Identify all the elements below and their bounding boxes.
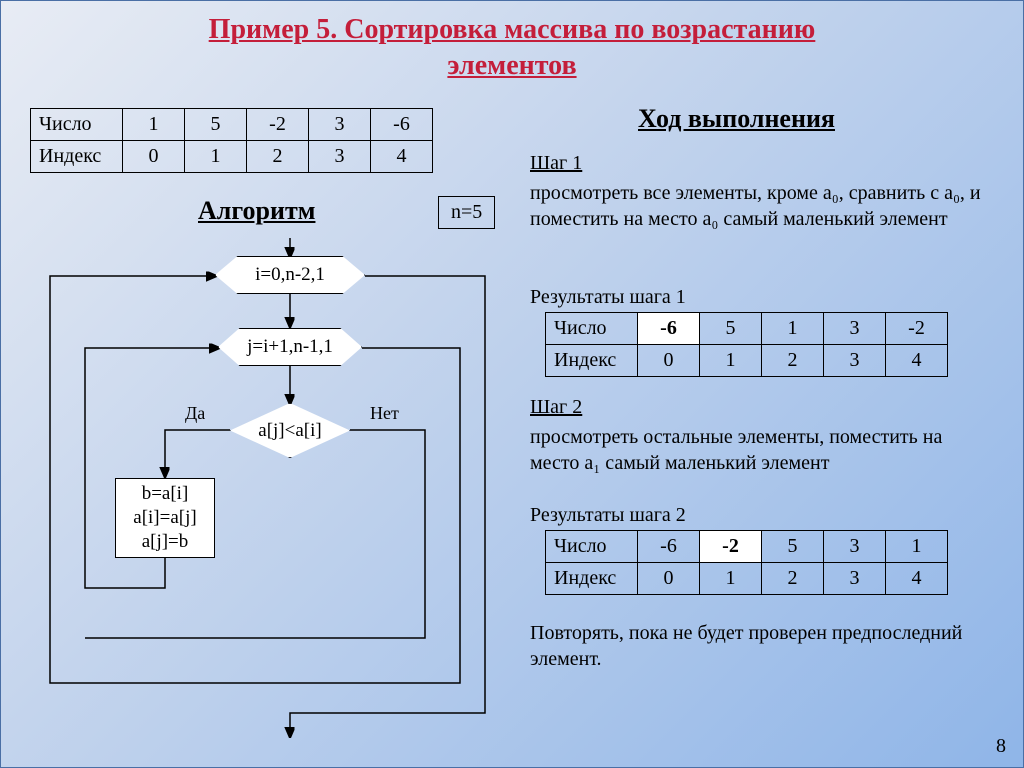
step1-table: Число -6 5 1 3 -2 Индекс 0 1 2 3 4 [545, 312, 948, 377]
algorithm-heading: Алгоритм [198, 196, 315, 226]
loop-inner-hex: j=i+1,n-1,1 [218, 328, 362, 366]
yes-label: Да [185, 403, 205, 424]
cell: -6 [638, 531, 700, 563]
cell: -6 [638, 313, 700, 345]
cell: -6 [371, 109, 433, 141]
step2-heading: Шаг 2 [530, 396, 582, 419]
cell: 2 [247, 141, 309, 173]
n-value-box: n=5 [438, 196, 495, 229]
step2-text: просмотреть остальные элементы, поместит… [530, 424, 990, 476]
swap-block: b=a[i] a[i]=a[j] a[j]=b [115, 478, 215, 558]
title-line2: элементов [447, 50, 576, 81]
flowchart-arrows [30, 238, 490, 738]
cell: 3 [309, 141, 371, 173]
cell: 4 [371, 141, 433, 173]
flowchart: i=0,n-2,1 j=i+1,n-1,1 a[j]<a[i] Да Нет b… [30, 238, 490, 738]
condition-text: a[j]<a[i] [230, 403, 350, 458]
loop-inner-text: j=i+1,n-1,1 [247, 336, 333, 358]
cell: 3 [824, 531, 886, 563]
cell: 5 [700, 313, 762, 345]
cell: 2 [762, 563, 824, 595]
row-label-number: Число [31, 109, 123, 141]
step2-table: Число -6 -2 5 3 1 Индекс 0 1 2 3 4 [545, 530, 948, 595]
cell: 4 [886, 345, 948, 377]
cell: 5 [185, 109, 247, 141]
cell: -2 [247, 109, 309, 141]
no-label: Нет [370, 403, 399, 424]
cell: 1 [700, 345, 762, 377]
input-array-table: Число 1 5 -2 3 -6 Индекс 0 1 2 3 4 [30, 108, 433, 173]
cell: 1 [762, 313, 824, 345]
step2-result-label: Результаты шага 2 [530, 504, 686, 527]
cell: 1 [185, 141, 247, 173]
row-label-index: Индекс [546, 563, 638, 595]
cell: 3 [309, 109, 371, 141]
cell: 3 [824, 563, 886, 595]
step1-heading: Шаг 1 [530, 152, 582, 175]
cell: 3 [824, 313, 886, 345]
execution-heading: Ход выполнения [638, 104, 835, 134]
row-label-index: Индекс [31, 141, 123, 173]
cell: 1 [886, 531, 948, 563]
cell: 5 [762, 531, 824, 563]
condition-diamond: a[j]<a[i] [230, 403, 350, 458]
cell: 1 [123, 109, 185, 141]
cell: 4 [886, 563, 948, 595]
cell: 3 [824, 345, 886, 377]
cell: 1 [700, 563, 762, 595]
title-line1: Пример 5. Сортировка массива по возраста… [209, 14, 816, 45]
loop-outer-hex: i=0,n-2,1 [215, 256, 365, 294]
page-number: 8 [996, 735, 1006, 758]
cell: 0 [638, 563, 700, 595]
step1-result-label: Результаты шага 1 [530, 286, 686, 309]
row-label-index: Индекс [546, 345, 638, 377]
page-title: Пример 5. Сортировка массива по возраста… [0, 12, 1024, 85]
loop-outer-text: i=0,n-2,1 [255, 264, 325, 286]
cell: 2 [762, 345, 824, 377]
cell: 0 [123, 141, 185, 173]
repeat-text: Повторять, пока не будет проверен предпо… [530, 620, 990, 672]
cell: -2 [886, 313, 948, 345]
row-label-number: Число [546, 531, 638, 563]
cell: -2 [700, 531, 762, 563]
cell: 0 [638, 345, 700, 377]
row-label-number: Число [546, 313, 638, 345]
step1-text: просмотреть все элементы, кроме a₀, срав… [530, 180, 990, 232]
